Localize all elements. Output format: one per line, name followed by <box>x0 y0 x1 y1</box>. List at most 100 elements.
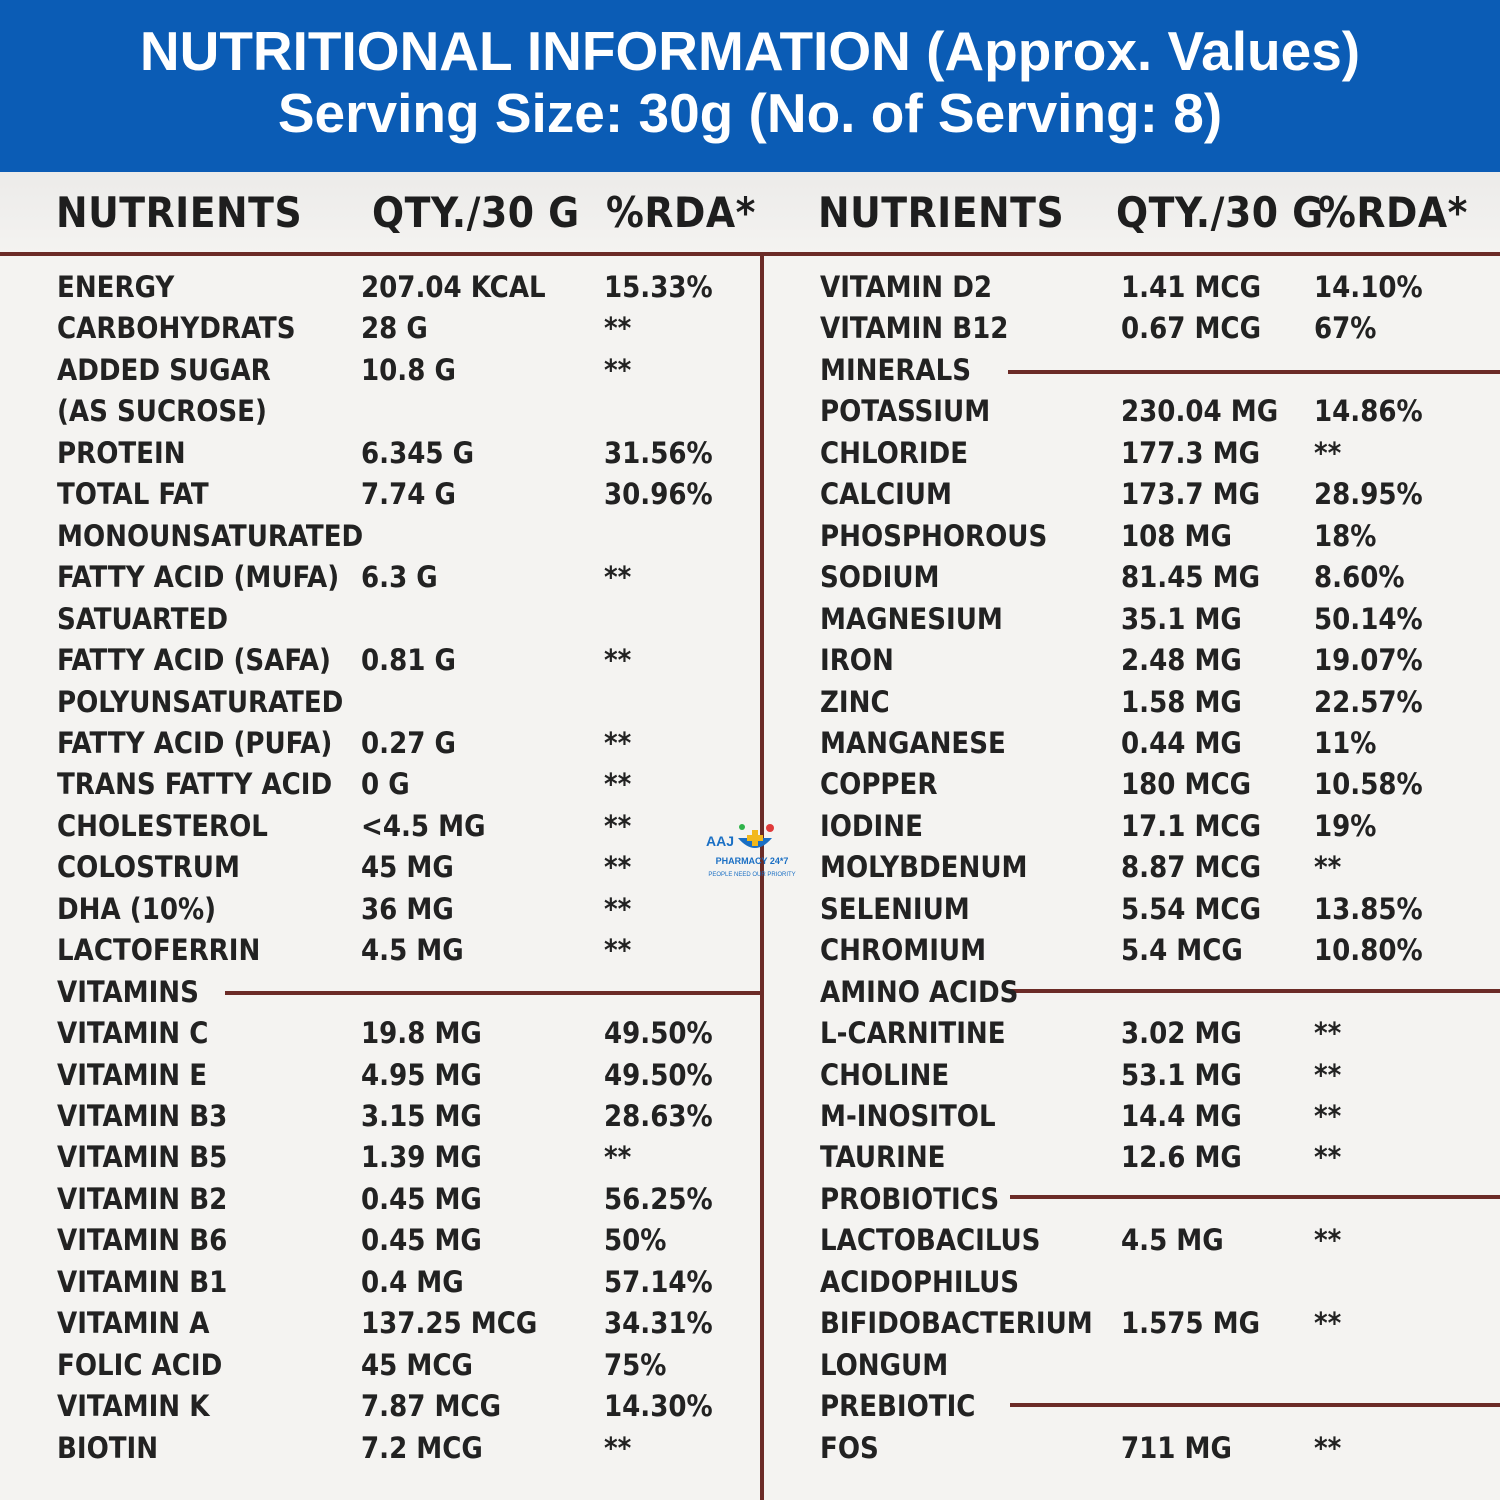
nutrient-rda: 30.96% <box>604 477 713 512</box>
nutrient-rda: ** <box>604 808 632 843</box>
nutrient-name: VITAMIN E <box>57 1057 208 1092</box>
nutrient-qty: 0.44 MG <box>1121 725 1242 760</box>
logo-mark: AAJ <box>706 833 734 849</box>
nutrient-rda: ** <box>604 1140 632 1175</box>
nutrient-name: VITAMIN B1 <box>57 1264 228 1299</box>
nutrient-name: VITAMIN B2 <box>57 1181 228 1216</box>
nutrient-rda: ** <box>604 767 632 802</box>
nutrient-rda: 50% <box>604 1223 667 1258</box>
nutrient-qty: 207.04 KCAL <box>361 270 546 304</box>
nutrient-rda: ** <box>604 643 632 678</box>
nutrient-name: PROBIOTICS <box>820 1181 1000 1216</box>
nutrient-rda: ** <box>604 311 632 346</box>
nutrient-name: BIFIDOBACTERIUM <box>820 1306 1093 1341</box>
nutrient-qty: 711 MG <box>1121 1430 1232 1465</box>
nutrient-name: (AS SUCROSE) <box>57 394 267 429</box>
nutrient-name: VITAMIN B12 <box>820 311 1009 346</box>
nutrient-name: TRANS FATTY ACID <box>57 767 333 802</box>
pill-icon-2 <box>739 824 745 830</box>
serving-size-subtitle: Serving Size: 30g (No. of Serving: 8) <box>277 82 1223 144</box>
left-header-qty: QTY./30 G <box>372 188 580 237</box>
nutrient-name: ENERGY <box>57 270 175 304</box>
nutrient-rda: 19.07% <box>1314 643 1423 678</box>
nutrient-name: IRON <box>820 643 894 678</box>
nutrient-name: MAGNESIUM <box>820 601 1003 636</box>
nutrient-rda: 50.14% <box>1314 601 1423 636</box>
nutrient-qty: 4.95 MG <box>361 1057 482 1092</box>
nutrient-name: ZINC <box>820 684 890 719</box>
nutrient-qty: 230.04 MG <box>1121 394 1279 429</box>
right-header-rda: %RDA* <box>1318 188 1468 237</box>
nutrient-name: VITAMIN B6 <box>57 1223 228 1258</box>
nutrient-name: CARBOHYDRATS <box>57 311 296 346</box>
nutrient-qty: 0.81 G <box>361 643 456 678</box>
nutrient-name: FOLIC ACID <box>57 1347 223 1382</box>
nutrient-name: LONGUM <box>820 1347 949 1382</box>
nutrient-name: MOLYBDENUM <box>820 850 1028 885</box>
nutrient-rda: ** <box>1314 1306 1342 1341</box>
nutrient-rda: ** <box>604 850 632 885</box>
nutrient-name: MINERALS <box>820 352 972 387</box>
nutrient-qty: 6.3 G <box>361 560 438 595</box>
nutrient-qty: 7.2 MCG <box>361 1430 483 1465</box>
nutrient-qty: 12.6 MG <box>1121 1140 1242 1175</box>
nutrient-name: LACTOFERRIN <box>57 933 261 968</box>
nutrient-rda: ** <box>1314 1099 1342 1133</box>
header-band <box>0 172 1500 254</box>
nutrient-name: COLOSTRUM <box>57 850 240 885</box>
nutrient-rda: 14.30% <box>604 1389 713 1424</box>
logo-tagline: PEOPLE NEED OUR PRIORITY <box>708 872 795 878</box>
prebiotic-divider <box>1010 1403 1500 1407</box>
probiotics-divider <box>1010 1195 1500 1199</box>
left-header-nutrients: NUTRIENTS <box>56 188 303 237</box>
nutrient-qty: 1.39 MG <box>361 1140 482 1175</box>
nutrient-name: CHROMIUM <box>820 933 987 968</box>
nutrient-rda: 57.14% <box>604 1264 713 1299</box>
nutrient-qty: 35.1 MG <box>1121 601 1242 636</box>
nutrient-name: ACIDOPHILUS <box>820 1264 1020 1299</box>
nutrient-name: VITAMIN D2 <box>820 270 993 304</box>
nutrient-qty: 177.3 MG <box>1121 435 1260 470</box>
pharmacy-logo: AAJ PHARMACY 24*7 PEOPLE NEED OUR PRIORI… <box>706 824 796 878</box>
nutrient-rda: 13.85% <box>1314 891 1423 926</box>
nutrient-name: COPPER <box>820 767 938 802</box>
nutrient-name: VITAMIN B3 <box>57 1099 228 1133</box>
nutrient-name: VITAMINS <box>57 974 199 1009</box>
nutrient-qty: 10.8 G <box>361 352 456 387</box>
header-divider <box>0 252 1500 256</box>
nutrient-rda: ** <box>604 725 632 760</box>
nutrient-name: FATTY ACID (SAFA) <box>57 643 331 678</box>
page-title: NUTRITIONAL INFORMATION (Approx. Values) <box>139 20 1361 82</box>
nutrient-name: VITAMIN K <box>57 1389 210 1424</box>
nutrient-qty: 45 MCG <box>361 1347 473 1382</box>
nutrient-name: PREBIOTIC <box>820 1389 976 1424</box>
nutrient-rda: ** <box>604 933 632 968</box>
nutrient-rda: ** <box>1314 1223 1342 1258</box>
nutrient-qty: 53.1 MG <box>1121 1057 1242 1092</box>
nutrient-qty: 1.575 MG <box>1121 1306 1260 1341</box>
amino-acids-divider <box>1010 989 1500 993</box>
nutrient-rda: ** <box>604 560 632 595</box>
nutrient-name: FATTY ACID (MUFA) <box>57 560 340 595</box>
nutrient-rda: ** <box>604 891 632 926</box>
title-banner: NUTRITIONAL INFORMATION (Approx. Values)… <box>0 0 1500 172</box>
nutrient-qty: 8.87 MCG <box>1121 850 1261 885</box>
nutrient-qty: 81.45 MG <box>1121 560 1260 595</box>
nutrient-name: ADDED SUGAR <box>57 352 271 387</box>
nutrient-name: SELENIUM <box>820 891 970 926</box>
nutrient-rda: 34.31% <box>604 1306 713 1341</box>
nutrient-qty: 4.5 MG <box>1121 1223 1224 1258</box>
nutrient-rda: ** <box>1314 1430 1342 1465</box>
nutrient-qty: 5.54 MCG <box>1121 891 1261 926</box>
nutrient-name: MANGANESE <box>820 725 1006 760</box>
nutrient-name: DHA (10%) <box>57 891 217 926</box>
nutrient-rda: 8.60% <box>1314 560 1405 595</box>
nutrient-rda: ** <box>1314 1016 1342 1051</box>
nutrient-name: PROTEIN <box>57 435 186 470</box>
pill-icon <box>766 824 774 832</box>
nutrient-qty: 45 MG <box>361 850 454 885</box>
nutrient-qty: 7.74 G <box>361 477 456 512</box>
nutrient-name: BIOTIN <box>57 1430 159 1465</box>
logo-name: PHARMACY 24*7 <box>716 856 789 866</box>
nutrient-qty: 0.45 MG <box>361 1223 482 1258</box>
